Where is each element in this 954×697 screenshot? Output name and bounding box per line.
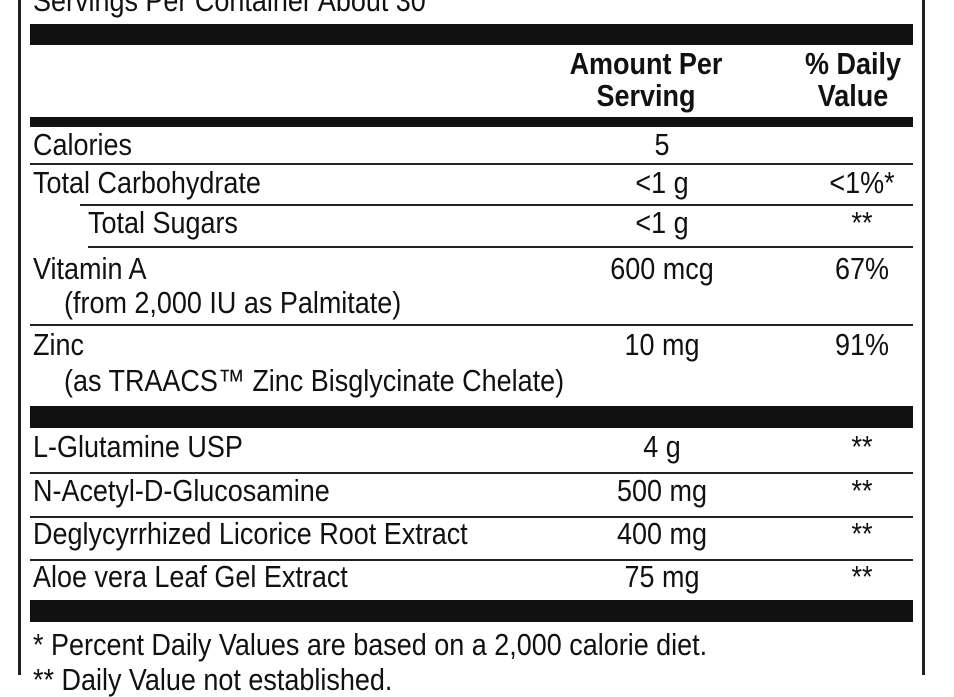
- daily-value: 91%: [835, 327, 889, 362]
- amount: 75 mg: [624, 559, 700, 594]
- amount: 10 mg: [624, 327, 700, 362]
- nutrient-name: Calories: [33, 127, 132, 162]
- panel-border: [922, 0, 925, 675]
- dv-header: % Daily Value: [805, 48, 901, 112]
- daily-value: **: [851, 205, 873, 240]
- nutrient-name: Vitamin A: [33, 251, 147, 286]
- amount: 4 g: [643, 429, 681, 464]
- row-rule: [88, 246, 913, 248]
- row-rule: [80, 204, 913, 206]
- row-rule: [30, 516, 913, 518]
- footnote: ** Daily Value not established.: [33, 662, 393, 697]
- nutrient-name: Total Sugars: [88, 205, 238, 240]
- amount-header: Amount Per Serving: [570, 48, 723, 112]
- supplement-facts: Servings Per Container About 30 Amount P…: [18, 0, 925, 697]
- header-line: Value: [817, 78, 889, 113]
- amount: 5: [654, 127, 670, 162]
- daily-value: **: [851, 473, 873, 508]
- thick-bar: [30, 600, 913, 622]
- row-rule: [30, 472, 913, 474]
- amount: 600 mcg: [610, 251, 714, 286]
- amount: <1 g: [635, 165, 689, 200]
- header-line: Serving: [596, 78, 696, 113]
- nutrient-name: Aloe vera Leaf Gel Extract: [33, 559, 348, 594]
- row-rule: [30, 559, 913, 561]
- footnote: * Percent Daily Values are based on a 2,…: [33, 627, 708, 662]
- nutrient-source: (from 2,000 IU as Palmitate): [64, 285, 402, 320]
- daily-value: **: [851, 516, 873, 551]
- daily-value: **: [851, 559, 873, 594]
- daily-value: 67%: [835, 251, 889, 286]
- amount: 500 mg: [617, 473, 707, 508]
- servings: Servings Per Container About 30: [33, 0, 426, 18]
- amount: <1 g: [635, 205, 689, 240]
- thick-bar: [30, 24, 913, 45]
- nutrient-name: Total Carbohydrate: [33, 165, 261, 200]
- daily-value: **: [851, 429, 873, 464]
- thick-bar: [30, 406, 913, 428]
- nutrient-name: Deglycyrrhized Licorice Root Extract: [33, 516, 468, 551]
- panel-border: [18, 0, 21, 675]
- amount: 400 mg: [617, 516, 707, 551]
- header-line: % Daily: [805, 46, 901, 81]
- nutrient-name: N-Acetyl-D-Glucosamine: [33, 473, 330, 508]
- header-line: Amount Per: [569, 46, 723, 81]
- row-rule: [30, 324, 913, 326]
- thick-bar: [30, 117, 913, 127]
- nutrient-source: (as TRAACS™ Zinc Bisglycinate Chelate): [64, 363, 565, 398]
- row-rule: [30, 163, 913, 165]
- nutrient-name: L-Glutamine USP: [33, 429, 243, 464]
- nutrient-name: Zinc: [33, 327, 84, 362]
- daily-value: <1%*: [829, 165, 895, 200]
